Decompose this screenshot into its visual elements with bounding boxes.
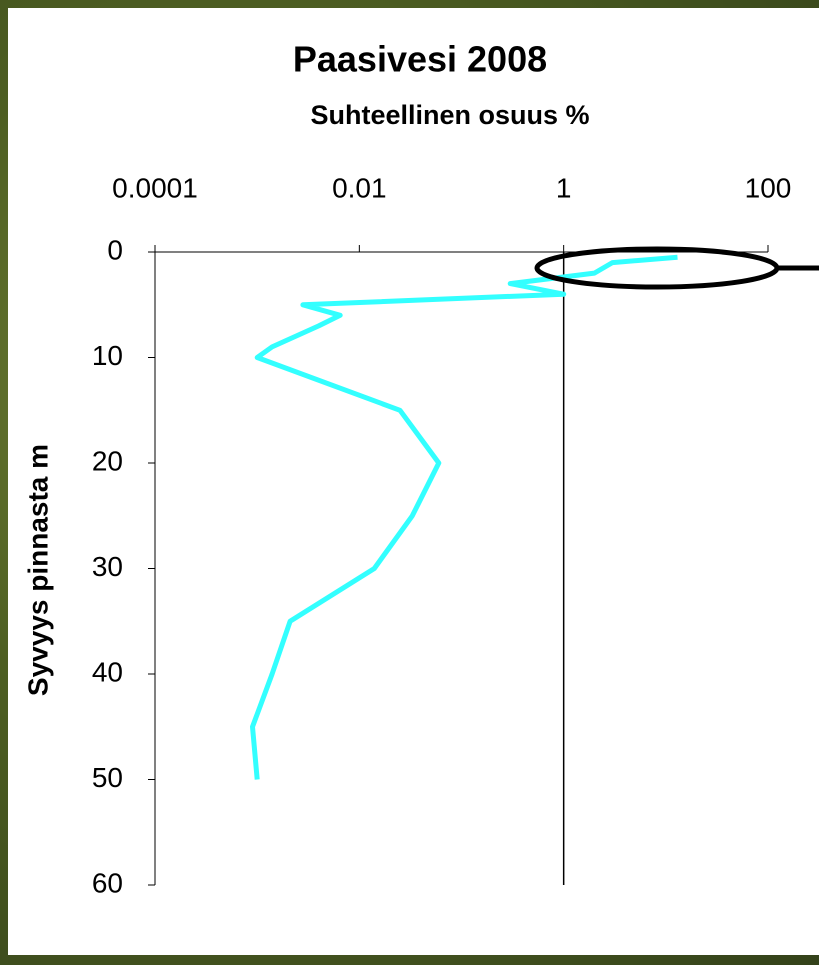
chart-subtitle: Suhteellinen osuus % [310,100,589,130]
y-tick-label: 30 [92,551,123,582]
x-tick-label: 0.0001 [112,172,198,203]
chart-panel [8,8,819,955]
x-tick-label: 100 [745,172,792,203]
y-tick-label: 10 [92,340,123,371]
data-line [250,254,678,780]
y-tick-label: 20 [92,445,123,476]
y-tick-label: 60 [92,867,123,898]
y-tick-label: 0 [107,234,123,265]
y-tick-label: 50 [92,762,123,793]
highlight-ellipse [534,246,780,290]
chart-title: Paasivesi 2008 [293,39,547,80]
y-axis-label: Syvyys pinnasta m [22,444,53,696]
x-tick-label: 0.01 [332,172,387,203]
x-tick-label: 1 [556,172,572,203]
y-tick-label: 40 [92,656,123,687]
